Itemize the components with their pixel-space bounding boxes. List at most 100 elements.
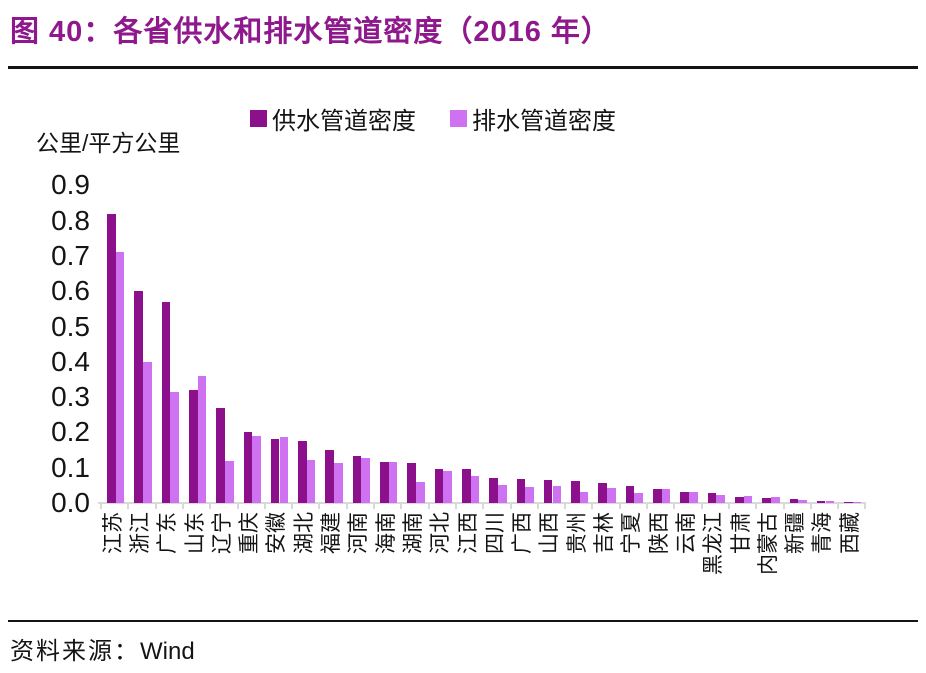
legend-swatch-icon: [450, 110, 467, 127]
bar-drainage: [607, 488, 616, 503]
bar-supply: [407, 463, 416, 503]
x-category-label: 宁夏: [620, 512, 644, 554]
page-title: 图 40：各省供水和排水管道密度（2016 年）: [10, 16, 611, 48]
bar-drainage: [497, 485, 507, 503]
x-category-label: 安徽: [265, 512, 289, 554]
x-category-label: 广西: [511, 512, 535, 554]
x-axis-tick: [727, 504, 730, 509]
x-axis-tick: [837, 504, 840, 509]
x-category-label: 重庆: [238, 512, 262, 554]
x-axis-tick: [427, 504, 430, 509]
x-axis-tick: [809, 504, 812, 509]
bar-supply: [489, 477, 498, 503]
bar-supply: [188, 390, 198, 503]
bar-drainage: [825, 501, 835, 503]
y-tick-label: 0.8: [51, 204, 90, 236]
bar-supply: [270, 439, 280, 503]
x-axis-tick: [154, 504, 157, 509]
legend-item: 供水管道密度: [250, 101, 416, 136]
x-category-label: 陕西: [647, 512, 671, 554]
x-category-label: 黑龙江: [702, 512, 726, 575]
x-category-label: 海南: [374, 512, 398, 554]
bar-drainage: [689, 491, 698, 503]
x-axis-tick: [673, 504, 676, 509]
bar-drainage: [252, 435, 261, 503]
x-axis-tick: [127, 504, 130, 509]
bar-supply: [352, 456, 362, 503]
bar-supply: [243, 432, 253, 503]
x-axis-tick: [345, 504, 348, 509]
bar-supply: [625, 486, 635, 503]
legend-label: 供水管道密度: [272, 108, 416, 135]
chart-legend: 供水管道密度 排水管道密度: [250, 101, 616, 136]
bar-drainage: [743, 495, 753, 503]
y-tick-label: 0.7: [51, 239, 90, 271]
x-category-label: 辽宁: [210, 512, 234, 554]
x-category-label: 湖南: [401, 512, 425, 554]
bar-supply: [816, 500, 826, 503]
x-category-label: 江苏: [101, 512, 125, 554]
x-axis-tick: [236, 504, 239, 509]
legend-swatch-icon: [250, 110, 267, 127]
bar-supply: [734, 496, 744, 503]
x-axis-tick: [482, 504, 485, 509]
bar-supply: [434, 469, 444, 503]
x-axis-tick: [591, 504, 594, 509]
bar-supply: [325, 450, 335, 503]
bar-drainage: [525, 487, 534, 503]
x-category-label: 云南: [674, 512, 698, 554]
bar-drainage: [661, 488, 671, 503]
y-tick-label: 0.5: [51, 310, 90, 342]
x-axis-tick: [564, 504, 567, 509]
bar-drainage: [306, 459, 316, 503]
x-axis-tick: [100, 504, 102, 509]
bar-supply: [516, 479, 526, 503]
bar-supply: [571, 481, 580, 503]
bar-drainage: [170, 391, 179, 503]
bar-supply: [216, 407, 225, 503]
bar-drainage: [197, 375, 207, 503]
x-axis-tick: [400, 504, 403, 509]
x-category-label: 四川: [483, 512, 507, 554]
bar-drainage: [798, 500, 807, 503]
x-axis-tick: [700, 504, 703, 509]
bar-supply: [653, 488, 662, 503]
x-category-label: 江西: [456, 512, 480, 554]
bar-supply: [707, 493, 717, 503]
bar-drainage: [770, 497, 780, 503]
bar-drainage: [143, 361, 152, 503]
bar-supply: [789, 499, 799, 503]
bar-supply: [598, 482, 608, 503]
x-axis-tick: [509, 504, 512, 509]
bar-drainage: [852, 502, 862, 503]
x-axis-tick: [536, 504, 539, 509]
bar-drainage: [388, 462, 398, 503]
x-axis-tick: [782, 504, 785, 509]
x-category-label: 河南: [347, 512, 371, 554]
bar-drainage: [552, 486, 562, 503]
x-axis-tick: [181, 504, 184, 509]
legend-item: 排水管道密度: [450, 101, 616, 136]
bar-drainage: [443, 470, 452, 503]
bar-supply: [134, 291, 143, 503]
bar-supply: [844, 501, 853, 503]
x-axis-line: [98, 502, 867, 504]
x-axis-tick: [646, 504, 648, 509]
x-category-label: 浙江: [128, 512, 152, 554]
source-value: Wind: [140, 638, 195, 665]
x-axis-tick: [291, 504, 294, 509]
bar-drainage: [716, 494, 725, 503]
x-axis-tick: [755, 504, 758, 509]
bar-supply: [298, 441, 307, 503]
source-line: 资料来源：Wind: [10, 631, 195, 666]
x-axis-tick: [454, 504, 457, 509]
bar-drainage: [224, 460, 234, 503]
bar-drainage: [634, 493, 644, 503]
footer-divider: [8, 620, 918, 622]
x-category-label: 湖北: [292, 512, 316, 554]
x-category-label: 广东: [156, 512, 180, 554]
y-tick-label: 0.4: [51, 345, 90, 377]
bar-supply: [762, 498, 771, 503]
bar-drainage: [470, 476, 480, 503]
